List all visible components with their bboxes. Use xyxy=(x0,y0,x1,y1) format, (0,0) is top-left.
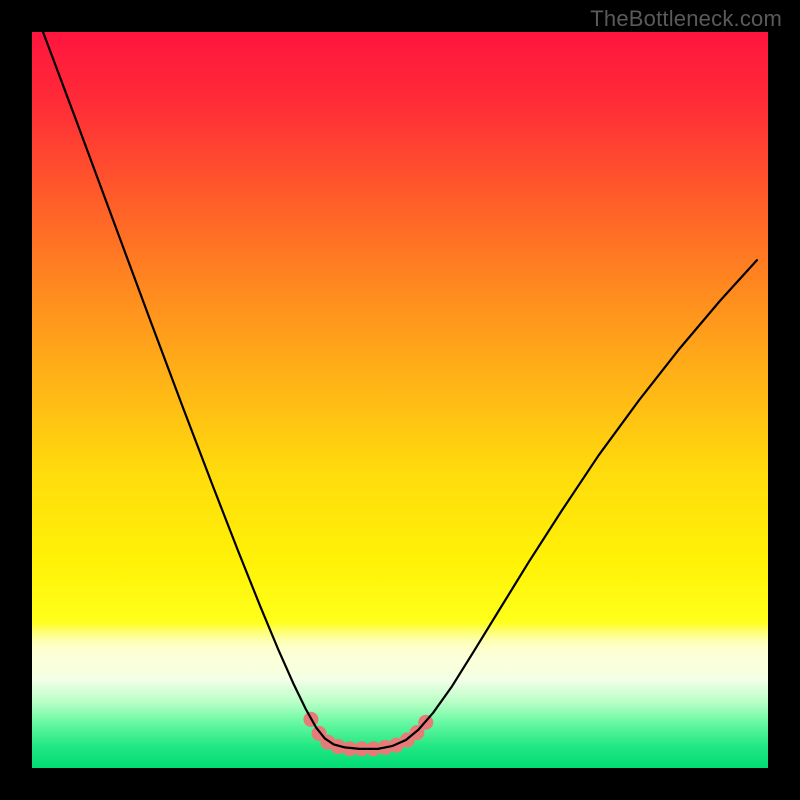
chart-stage: TheBottleneck.com xyxy=(0,0,800,800)
pale-overlay-band xyxy=(32,624,768,679)
watermark-text: TheBottleneck.com xyxy=(590,6,782,32)
